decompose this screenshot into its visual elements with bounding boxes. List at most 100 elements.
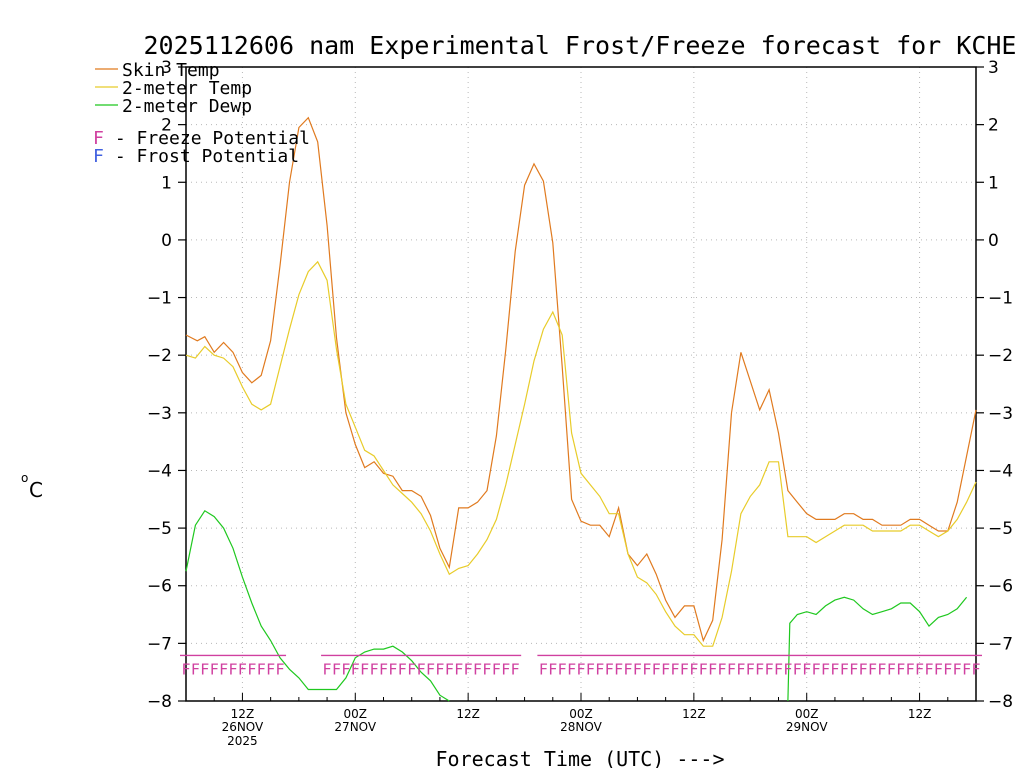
freeze-marker: F xyxy=(426,660,435,678)
freeze-marker: F xyxy=(802,660,811,678)
freeze-marker: F xyxy=(699,660,708,678)
legend-freeze-letter: F xyxy=(93,128,104,149)
freeze-marker: F xyxy=(868,660,877,678)
x-tick-label: 12Z xyxy=(682,707,706,721)
freeze-marker: F xyxy=(736,660,745,678)
x-tick-date: 28NOV xyxy=(560,720,602,734)
x-tick-year: 2025 xyxy=(227,734,258,748)
freeze-marker: F xyxy=(755,660,764,678)
freeze-marker: F xyxy=(718,660,727,678)
freeze-marker: F xyxy=(783,660,792,678)
y-tick-label: −5 xyxy=(147,519,172,539)
freeze-marker: F xyxy=(849,660,858,678)
freeze-marker: F xyxy=(200,660,209,678)
freeze-marker: F xyxy=(360,660,369,678)
freeze-marker: F xyxy=(229,660,238,678)
freeze-marker: F xyxy=(943,660,952,678)
y-axis: −8 −8 −7 −7 −6 −6 −5 −5 −4 −4 −3 −3 −2 −2 −1 −1 0 0 1 1 2 2 3 3 xyxy=(147,58,1013,712)
freeze-marker: F xyxy=(548,660,557,678)
x-tick-date: 27NOV xyxy=(334,720,376,734)
freeze-marker: F xyxy=(877,660,886,678)
x-tick-label: 12Z xyxy=(456,707,480,721)
freeze-marker: F xyxy=(257,660,266,678)
freeze-marker: F xyxy=(370,660,379,678)
freeze-marker: F xyxy=(379,660,388,678)
freeze-marker: F xyxy=(388,660,397,678)
y-tick-label: −8 xyxy=(147,692,172,712)
freeze-marker: F xyxy=(671,660,680,678)
x-tick-label: 00Z xyxy=(344,707,368,721)
x-axis-title: Forecast Time (UTC) ---> xyxy=(436,747,725,768)
y-tick-label: −6 xyxy=(147,577,172,597)
freeze-marker: F xyxy=(652,660,661,678)
freeze-marker: F xyxy=(774,660,783,678)
legend-label-2m-temp: 2-meter Temp xyxy=(122,78,252,99)
freeze-marker: F xyxy=(793,660,802,678)
freeze-marker: F xyxy=(840,660,849,678)
freeze-marker: F xyxy=(492,660,501,678)
freeze-marker: F xyxy=(351,660,360,678)
freeze-marker: F xyxy=(859,660,868,678)
freeze-marker: F xyxy=(924,660,933,678)
y-tick-label: −3 xyxy=(147,404,172,424)
freeze-marker: F xyxy=(605,660,614,678)
freeze-marker: F xyxy=(210,660,219,678)
freeze-marker: F xyxy=(962,660,971,678)
y-tick-label-right: 0 xyxy=(988,231,999,251)
data-series xyxy=(185,116,977,702)
freeze-marker: F xyxy=(539,660,548,678)
freeze-marker: F xyxy=(746,660,755,678)
y-unit-label: C xyxy=(29,478,43,502)
legend-frost-text: - Frost Potential xyxy=(104,146,299,167)
freeze-marker: F xyxy=(765,660,774,678)
freeze-marker: F xyxy=(238,660,247,678)
freeze-marker: F xyxy=(624,660,633,678)
y-tick-label: −7 xyxy=(147,634,172,654)
y-tick-label-right: −2 xyxy=(988,346,1013,366)
freeze-marker: F xyxy=(332,660,341,678)
y-tick-label-right: −1 xyxy=(988,289,1013,309)
freeze-marker: F xyxy=(454,660,463,678)
freeze-marker: F xyxy=(511,660,520,678)
freeze-marker: F xyxy=(887,660,896,678)
freeze-marker: F xyxy=(830,660,839,678)
y-tick-label-right: −5 xyxy=(988,519,1013,539)
freeze-marker: F xyxy=(219,660,228,678)
freeze-marker: F xyxy=(971,660,980,678)
freeze-marker: F xyxy=(953,660,962,678)
freeze-marker: F xyxy=(417,660,426,678)
y-tick-label: −2 xyxy=(147,346,172,366)
y-tick-label: −1 xyxy=(147,289,172,309)
y-axis-label: o C xyxy=(21,471,43,502)
freeze-marker: F xyxy=(558,660,567,678)
freeze-marker: F xyxy=(407,660,416,678)
x-tick-date: 29NOV xyxy=(786,720,828,734)
y-tick-label: 1 xyxy=(161,173,172,193)
freeze-marker: F xyxy=(934,660,943,678)
freeze-marker: F xyxy=(323,660,332,678)
freeze-marker: F xyxy=(435,660,444,678)
y-tick-label: 2 xyxy=(161,116,172,136)
y-tick-label: −4 xyxy=(147,461,172,481)
freeze-marker: F xyxy=(501,660,510,678)
x-tick-date: 26NOV xyxy=(222,720,264,734)
grid-lines xyxy=(186,67,976,701)
degree-symbol: o xyxy=(21,471,28,485)
freeze-marker: F xyxy=(821,660,830,678)
freeze-marker: F xyxy=(915,660,924,678)
x-tick-label: 12Z xyxy=(231,707,255,721)
legend-freeze-text: - Freeze Potential xyxy=(104,128,310,149)
freeze-marker: F xyxy=(191,660,200,678)
freeze-marker: F xyxy=(276,660,285,678)
freeze-marker: F xyxy=(473,660,482,678)
freeze-marker: F xyxy=(464,660,473,678)
freeze-marker: F xyxy=(680,660,689,678)
legend: Skin Temp 2-meter Temp 2-meter Dewp F - … xyxy=(93,60,310,167)
x-tick-label: 00Z xyxy=(795,707,819,721)
freeze-marker: F xyxy=(727,660,736,678)
y-tick-label-right: −7 xyxy=(988,634,1013,654)
freeze-marker: F xyxy=(247,660,256,678)
